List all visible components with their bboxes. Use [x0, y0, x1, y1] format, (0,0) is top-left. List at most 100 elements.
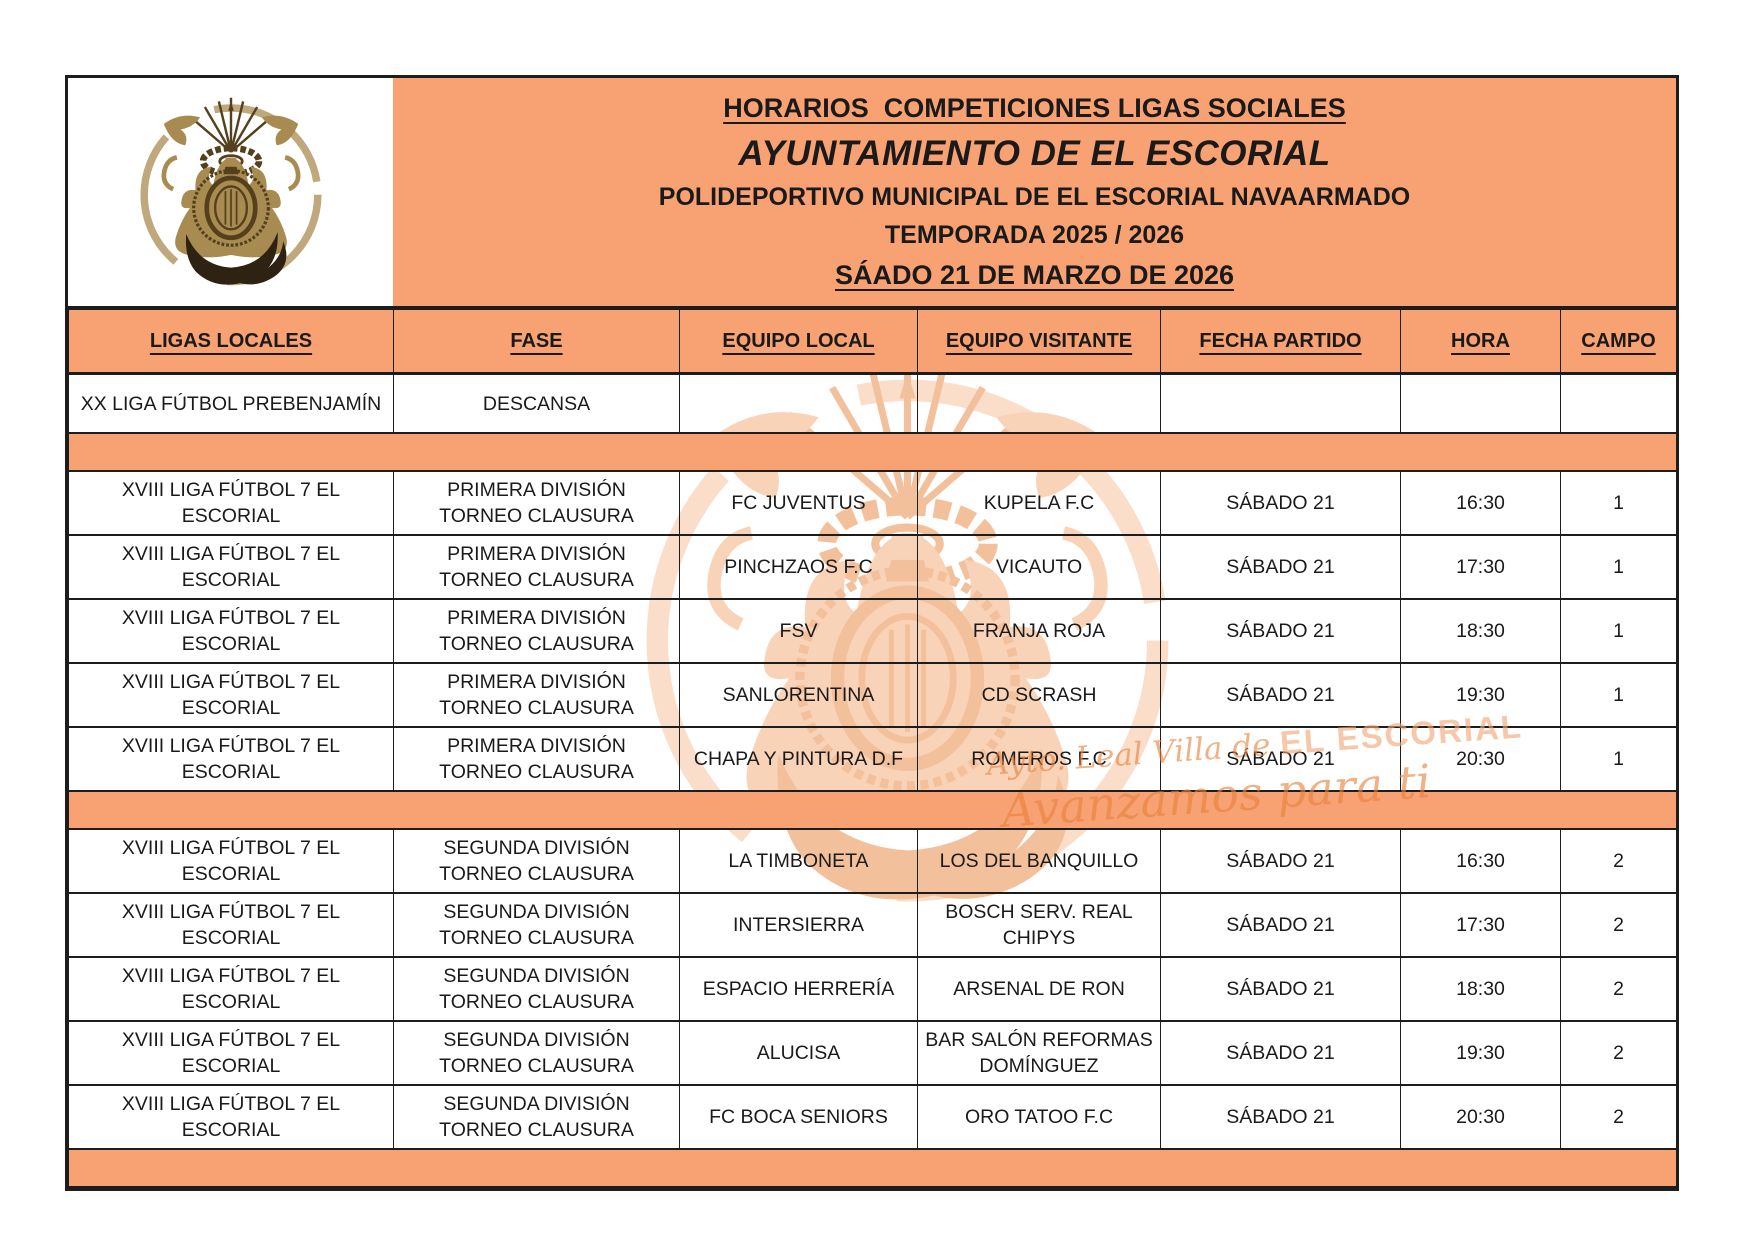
col-header-equipo-visitante: EQUIPO VISITANTE	[917, 309, 1161, 375]
separator-row	[68, 790, 1677, 830]
cell-liga: XVIII LIGA FÚTBOL 7 EL ESCORIAL	[68, 828, 394, 894]
cell-liga: XVIII LIGA FÚTBOL 7 EL ESCORIAL	[68, 1020, 394, 1086]
match-row: XVIII LIGA FÚTBOL 7 EL ESCORIAL SEGUNDA …	[68, 1084, 1677, 1150]
cell-equipo-local: INTERSIERRA	[679, 892, 918, 958]
cell-equipo-local: PINCHZAOS F.C	[679, 534, 918, 600]
cell-equipo-local: FC JUVENTUS	[679, 470, 918, 536]
cell-campo: 2	[1560, 892, 1677, 958]
cell-campo: 1	[1560, 470, 1677, 536]
cell-equipo-visitante: ROMEROS F.C	[917, 726, 1161, 792]
doc-subtitle-temporada: TEMPORADA 2025 / 2026	[884, 221, 1185, 250]
match-row: XVIII LIGA FÚTBOL 7 EL ESCORIAL PRIMERA …	[68, 470, 1677, 536]
cell-hora: 16:30	[1400, 828, 1561, 894]
match-row: XVIII LIGA FÚTBOL 7 EL ESCORIAL PRIMERA …	[68, 598, 1677, 664]
document-header: HORARIOS COMPETICIONES LIGAS SOCIALES AY…	[68, 78, 1676, 309]
cell-equipo-visitante: ARSENAL DE RON	[917, 956, 1161, 1022]
cell-equipo-visitante: BAR SALÓN REFORMAS DOMÍNGUEZ	[917, 1020, 1161, 1086]
cell-liga: XVIII LIGA FÚTBOL 7 EL ESCORIAL	[68, 470, 394, 536]
cell-fase: SEGUNDA DIVISIÓN TORNEO CLAUSURA	[393, 956, 680, 1022]
schedule-table: LIGAS LOCALES FASE EQUIPO LOCAL EQUIPO V…	[68, 309, 1677, 1188]
schedule-sheet: HORARIOS COMPETICIONES LIGAS SOCIALES AY…	[65, 75, 1679, 1191]
col-header-fase: FASE	[393, 309, 680, 375]
cell-liga: XVIII LIGA FÚTBOL 7 EL ESCORIAL	[68, 1084, 394, 1150]
cell-campo: 2	[1560, 1020, 1677, 1086]
match-row: XVIII LIGA FÚTBOL 7 EL ESCORIAL SEGUNDA …	[68, 828, 1677, 894]
col-header-hora: HORA	[1400, 309, 1561, 375]
cell-fecha: SÁBADO 21	[1160, 598, 1401, 664]
cell-fase: PRIMERA DIVISIÓN TORNEO CLAUSURA	[393, 598, 680, 664]
cell-fecha	[1160, 373, 1401, 434]
cell-fecha: SÁBADO 21	[1160, 1084, 1401, 1150]
match-row: XVIII LIGA FÚTBOL 7 EL ESCORIAL SEGUNDA …	[68, 1020, 1677, 1086]
cell-liga: XVIII LIGA FÚTBOL 7 EL ESCORIAL	[68, 662, 394, 728]
cell-fecha: SÁBADO 21	[1160, 662, 1401, 728]
cell-equipo-visitante	[917, 373, 1161, 434]
header-row: LIGAS LOCALES FASE EQUIPO LOCAL EQUIPO V…	[68, 309, 1677, 375]
match-row: XX LIGA FÚTBOL PREBENJAMÍN DESCANSA	[68, 373, 1677, 434]
cell-equipo-visitante: KUPELA F.C	[917, 470, 1161, 536]
cell-liga: XVIII LIGA FÚTBOL 7 EL ESCORIAL	[68, 892, 394, 958]
doc-title: HORARIOS COMPETICIONES LIGAS SOCIALES	[723, 93, 1346, 124]
cell-campo: 2	[1560, 828, 1677, 894]
cell-fase: PRIMERA DIVISIÓN TORNEO CLAUSURA	[393, 662, 680, 728]
cell-equipo-local	[679, 373, 918, 434]
cell-hora: 20:30	[1400, 726, 1561, 792]
escudo-el-escorial-icon	[143, 97, 318, 285]
cell-campo	[1560, 373, 1677, 434]
col-header-ligas-locales: LIGAS LOCALES	[68, 309, 394, 375]
cell-hora: 16:30	[1400, 470, 1561, 536]
cell-equipo-local: ESPACIO HERRERÍA	[679, 956, 918, 1022]
logo-cell	[68, 78, 393, 306]
cell-hora: 17:30	[1400, 892, 1561, 958]
col-header-equipo-local: EQUIPO LOCAL	[679, 309, 918, 375]
cell-fase: SEGUNDA DIVISIÓN TORNEO CLAUSURA	[393, 828, 680, 894]
cell-fase: PRIMERA DIVISIÓN TORNEO CLAUSURA	[393, 726, 680, 792]
cell-equipo-visitante: BOSCH SERV. REAL CHIPYS	[917, 892, 1161, 958]
cell-fase: SEGUNDA DIVISIÓN TORNEO CLAUSURA	[393, 1084, 680, 1150]
cell-campo: 1	[1560, 598, 1677, 664]
cell-equipo-local: FC BOCA SENIORS	[679, 1084, 918, 1150]
cell-liga: XVIII LIGA FÚTBOL 7 EL ESCORIAL	[68, 956, 394, 1022]
cell-equipo-visitante: CD SCRASH	[917, 662, 1161, 728]
separator-row	[68, 432, 1677, 472]
cell-liga: XVIII LIGA FÚTBOL 7 EL ESCORIAL	[68, 726, 394, 792]
cell-fecha: SÁBADO 21	[1160, 828, 1401, 894]
cell-fecha: SÁBADO 21	[1160, 1020, 1401, 1086]
title-block: HORARIOS COMPETICIONES LIGAS SOCIALES AY…	[393, 78, 1676, 306]
doc-subtitle-fecha: SÁADO 21 DE MARZO DE 2026	[834, 259, 1235, 290]
doc-subtitle-polideportivo: POLIDEPORTIVO MUNICIPAL DE EL ESCORIAL N…	[658, 182, 1411, 211]
col-header-campo: CAMPO	[1560, 309, 1677, 375]
cell-hora: 18:30	[1400, 956, 1561, 1022]
cell-liga: XVIII LIGA FÚTBOL 7 EL ESCORIAL	[68, 598, 394, 664]
cell-fecha: SÁBADO 21	[1160, 892, 1401, 958]
cell-equipo-visitante: ORO TATOO F.C	[917, 1084, 1161, 1150]
cell-equipo-local: SANLORENTINA	[679, 662, 918, 728]
cell-campo: 1	[1560, 726, 1677, 792]
cell-equipo-local: LA TIMBONETA	[679, 828, 918, 894]
separator-band	[68, 790, 1677, 830]
separator-row	[68, 1148, 1677, 1188]
cell-fecha: SÁBADO 21	[1160, 534, 1401, 600]
match-row: XVIII LIGA FÚTBOL 7 EL ESCORIAL PRIMERA …	[68, 662, 1677, 728]
cell-fase: SEGUNDA DIVISIÓN TORNEO CLAUSURA	[393, 892, 680, 958]
col-header-fecha-partido: FECHA PARTIDO	[1160, 309, 1401, 375]
separator-band	[68, 1148, 1677, 1188]
separator-band	[68, 432, 1677, 472]
cell-hora: 20:30	[1400, 1084, 1561, 1150]
match-row: XVIII LIGA FÚTBOL 7 EL ESCORIAL SEGUNDA …	[68, 892, 1677, 958]
cell-fecha: SÁBADO 21	[1160, 470, 1401, 536]
cell-liga: XVIII LIGA FÚTBOL 7 EL ESCORIAL	[68, 534, 394, 600]
cell-equipo-visitante: LOS DEL BANQUILLO	[917, 828, 1161, 894]
cell-equipo-visitante: VICAUTO	[917, 534, 1161, 600]
match-row: XVIII LIGA FÚTBOL 7 EL ESCORIAL PRIMERA …	[68, 726, 1677, 792]
cell-equipo-local: ALUCISA	[679, 1020, 918, 1086]
cell-campo: 2	[1560, 956, 1677, 1022]
cell-campo: 1	[1560, 662, 1677, 728]
cell-hora: 19:30	[1400, 1020, 1561, 1086]
cell-fecha: SÁBADO 21	[1160, 726, 1401, 792]
cell-fase: DESCANSA	[393, 373, 680, 434]
cell-fase: PRIMERA DIVISIÓN TORNEO CLAUSURA	[393, 470, 680, 536]
cell-campo: 1	[1560, 534, 1677, 600]
cell-fase: SEGUNDA DIVISIÓN TORNEO CLAUSURA	[393, 1020, 680, 1086]
cell-hora	[1400, 373, 1561, 434]
